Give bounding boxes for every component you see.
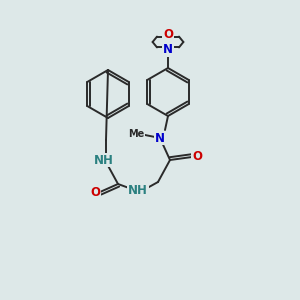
Text: O: O — [90, 185, 100, 199]
Text: O: O — [192, 151, 202, 164]
Text: NH: NH — [128, 184, 148, 196]
Text: N: N — [163, 43, 173, 56]
Text: O: O — [163, 28, 173, 41]
Text: N: N — [155, 131, 165, 145]
Text: Me: Me — [128, 129, 144, 139]
Text: NH: NH — [94, 154, 114, 166]
